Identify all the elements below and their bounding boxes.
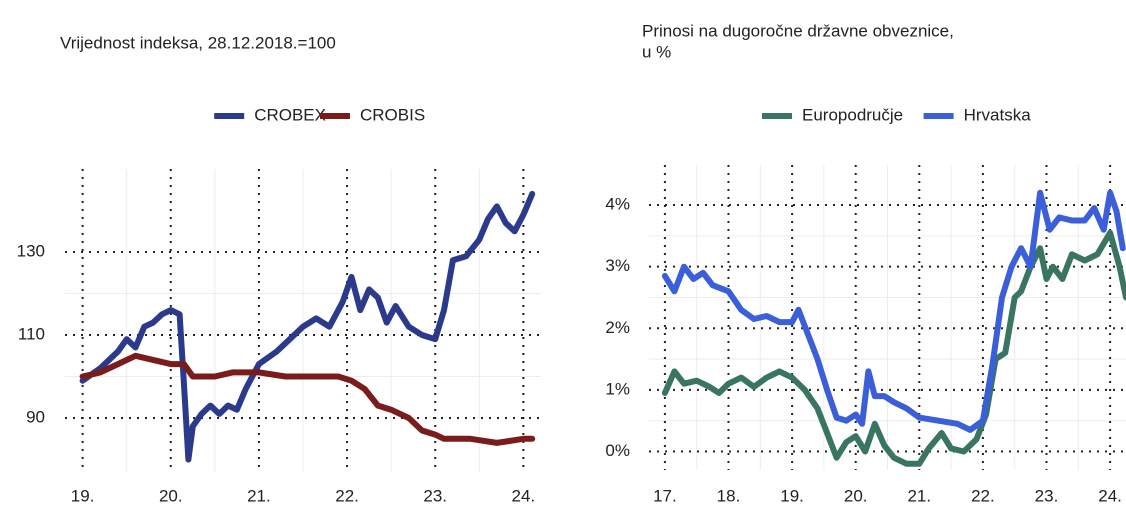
y-tick-label: 130: [17, 241, 45, 260]
x-tick-label: 23.: [1035, 486, 1059, 505]
legend-label: CROBIS: [360, 105, 425, 124]
x-tick-label: 18.: [717, 486, 741, 505]
y-tick-label: 110: [18, 325, 45, 344]
y-tick-label: 4%: [605, 195, 630, 214]
y-tick-label: 2%: [605, 318, 630, 337]
chart-title: Vrijednost indeksa, 28.12.2018.=100: [60, 33, 336, 52]
legend-label: Hrvatska: [964, 105, 1032, 124]
y-tick-label: 1%: [605, 379, 630, 398]
x-tick-label: 19.: [71, 486, 95, 505]
y-tick-label: 3%: [605, 256, 630, 275]
x-tick-label: 20.: [844, 486, 868, 505]
x-tick-label: 22.: [335, 486, 359, 505]
series-line: [79, 190, 536, 463]
x-tick-label: 21.: [247, 486, 271, 505]
chart-title: Prinosi na dugoročne državne obveznice,: [642, 21, 954, 40]
legend-label: Europodručje: [802, 105, 903, 124]
x-tick-label: 17.: [653, 486, 677, 505]
x-tick-label: 24.: [1098, 486, 1122, 505]
series-line: [79, 352, 536, 446]
series-line: [661, 229, 1126, 467]
legend-label: CROBEX: [254, 105, 326, 124]
x-tick-label: 19.: [780, 486, 804, 505]
x-tick-label: 23.: [423, 486, 447, 505]
chart-title: u %: [642, 42, 671, 61]
x-tick-label: 22.: [971, 486, 995, 505]
x-tick-label: 21.: [907, 486, 931, 505]
y-tick-label: 0%: [605, 441, 630, 460]
y-tick-label: 90: [26, 408, 45, 427]
x-tick-label: 20.: [159, 486, 183, 505]
series-line: [661, 189, 1126, 433]
x-tick-label: 24.: [512, 486, 536, 505]
